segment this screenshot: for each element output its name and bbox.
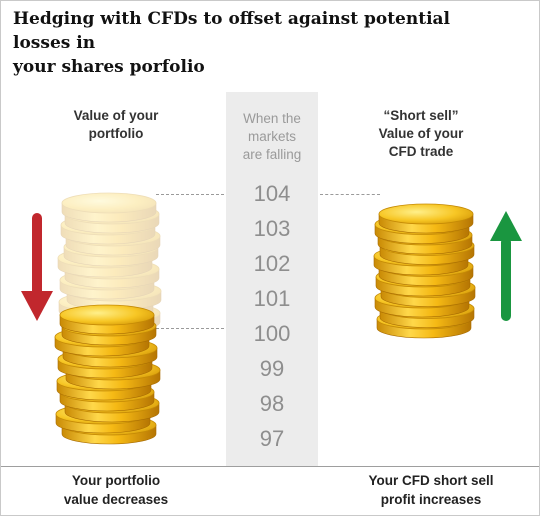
portfolio-value-label: Value of your portfolio [41, 107, 191, 143]
cfd-outcome-line-2: profit increases [380, 492, 482, 507]
arrow-down-icon [21, 213, 53, 321]
title-line-2: your shares porfolio [13, 57, 205, 77]
cfd-label-line-1: “Short sell” [383, 108, 459, 123]
cfd-outcome-line-1: Your CFD short sell [368, 473, 494, 488]
left-coin-stack [54, 304, 161, 445]
portfolio-label-line-1: Value of your [73, 108, 159, 123]
bottom-divider [1, 466, 539, 467]
market-scale-band: When the markets are falling 104 103 102… [226, 92, 318, 467]
portfolio-label-line-2: portfolio [88, 126, 144, 141]
guide-line-left-104 [156, 194, 224, 195]
cfd-label-line-2: Value of your [378, 126, 464, 141]
coin-artwork [21, 192, 522, 445]
scale-value-101: 101 [253, 286, 291, 311]
page-title: Hedging with CFDs to offset against pote… [13, 7, 513, 79]
scale-value-99: 99 [259, 356, 285, 381]
scale-value-100: 100 [253, 321, 291, 346]
arrow-up-icon [490, 211, 522, 321]
market-label-line-2: markets [247, 129, 296, 144]
scale-value-102: 102 [253, 251, 291, 276]
portfolio-outcome-line-2: value decreases [63, 492, 169, 507]
scale-value-104: 104 [253, 181, 291, 206]
coin [59, 304, 155, 335]
title-line-1: Hedging with CFDs to offset against pote… [13, 9, 451, 53]
market-label-line-3: are falling [242, 147, 302, 162]
scale-value-98: 98 [259, 391, 285, 416]
guide-line-left-100 [151, 328, 224, 329]
coin [378, 203, 474, 234]
portfolio-outcome-line-1: Your portfolio [71, 473, 161, 488]
cfd-label-line-3: CFD trade [388, 144, 454, 159]
scale-value-103: 103 [253, 216, 291, 241]
cfd-outcome-label: Your CFD short sell profit increases [331, 471, 531, 509]
guide-line-right-104 [320, 194, 380, 195]
portfolio-outcome-label: Your portfolio value decreases [21, 471, 211, 509]
scale-value-97: 97 [259, 426, 285, 451]
coin [61, 192, 157, 223]
market-falling-label: When the markets are falling [226, 110, 318, 164]
market-label-line-1: When the [243, 111, 301, 126]
right-coin-stack [373, 203, 476, 339]
cfd-value-label: “Short sell” Value of your CFD trade [346, 107, 496, 161]
